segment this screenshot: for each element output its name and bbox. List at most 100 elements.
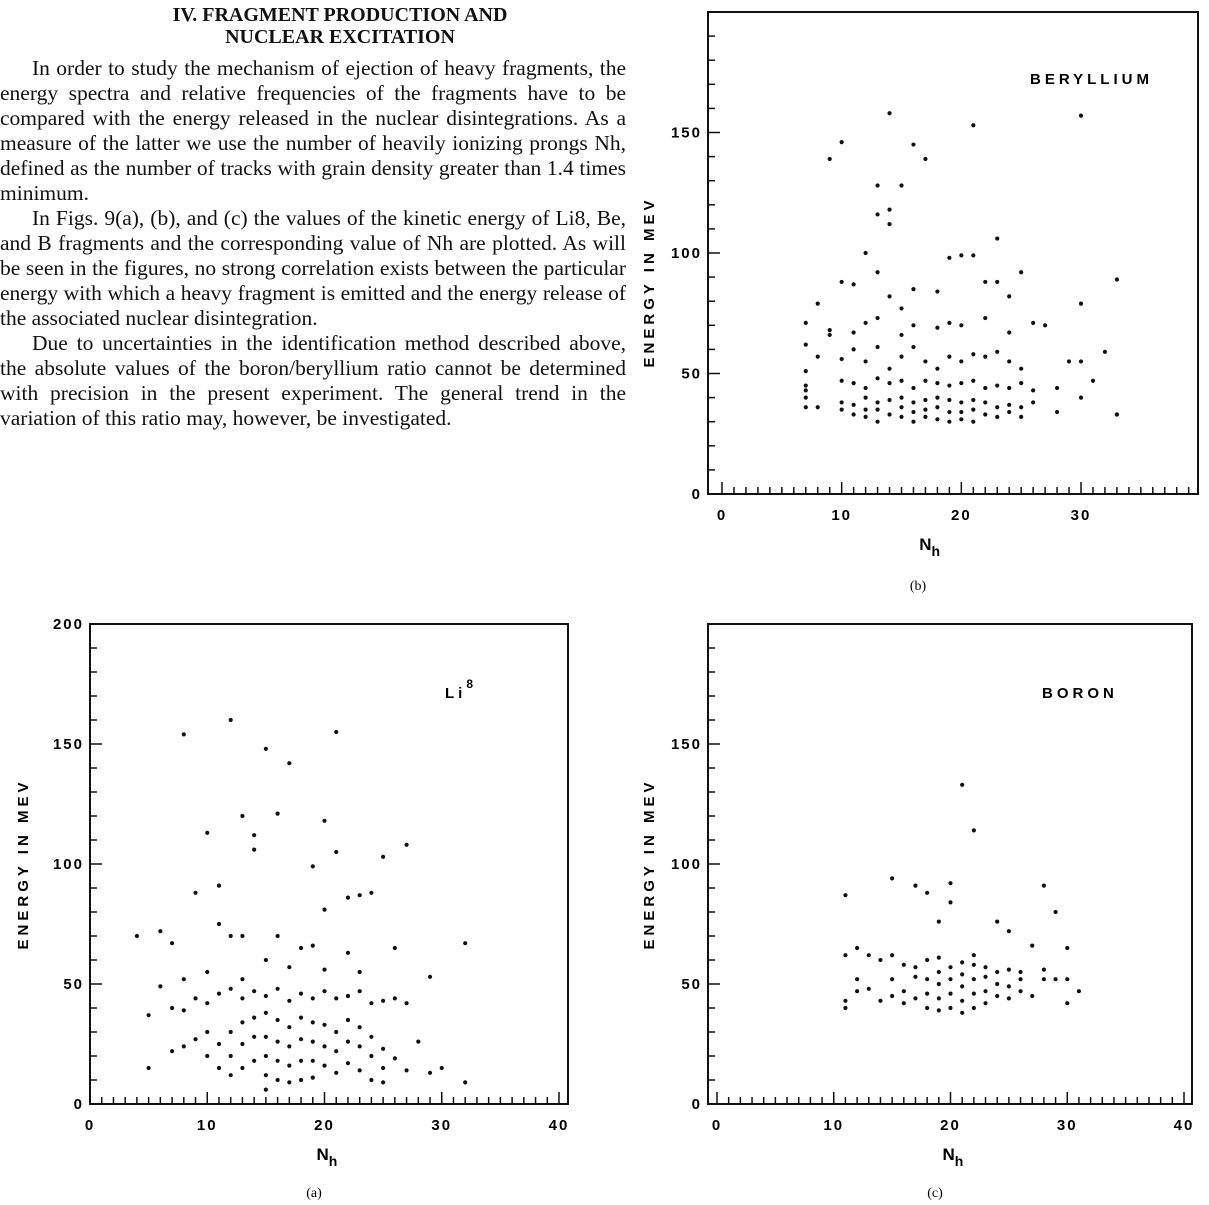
data-point: [935, 395, 940, 400]
data-point: [1065, 945, 1070, 951]
data-point: [345, 993, 351, 999]
data-point: [1065, 977, 1070, 982]
data-point: [427, 974, 433, 979]
data-point: [205, 830, 210, 835]
x-axis-label-subscript: h: [329, 1153, 338, 1169]
data-point: [310, 996, 315, 1001]
data-point: [310, 943, 315, 948]
data-point: [890, 977, 895, 982]
data-point: [310, 1039, 315, 1044]
data-point: [899, 378, 904, 383]
y-tick-label: 200: [53, 616, 84, 633]
data-point: [878, 998, 883, 1003]
data-point: [959, 409, 964, 415]
y-axis-label: ENERGY IN MEV: [641, 779, 658, 950]
data-point: [971, 123, 976, 128]
data-point: [887, 294, 892, 299]
data-point: [369, 890, 374, 895]
data-point: [310, 1075, 315, 1080]
data-point: [1007, 402, 1012, 407]
data-point: [875, 212, 880, 217]
data-point: [971, 407, 976, 412]
data-point: [995, 279, 1000, 285]
y-tick-label: 50: [681, 366, 702, 383]
data-point: [803, 383, 808, 388]
data-point: [803, 320, 808, 325]
data-point: [275, 1017, 280, 1023]
data-point: [890, 876, 895, 881]
data-point: [827, 332, 832, 338]
data-point: [240, 813, 245, 819]
y-tick-label: 50: [681, 976, 702, 993]
data-point: [911, 344, 916, 350]
data-point: [948, 900, 953, 905]
data-point: [983, 412, 988, 417]
data-point: [252, 1034, 257, 1039]
data-point: [863, 385, 868, 391]
y-axis-label: ENERGY IN MEV: [641, 197, 658, 368]
data-point: [381, 998, 386, 1003]
data-point: [1030, 993, 1035, 999]
data-point: [827, 328, 832, 333]
data-point: [959, 323, 964, 328]
data-point: [263, 1073, 268, 1078]
data-point: [839, 356, 844, 362]
data-point: [863, 414, 868, 419]
data-point: [971, 397, 976, 403]
data-point: [345, 1017, 351, 1023]
data-point: [439, 1065, 444, 1071]
data-point: [875, 315, 880, 321]
data-point: [1041, 977, 1046, 982]
y-tick-label: 100: [671, 245, 702, 262]
data-point: [851, 412, 856, 417]
data-point: [875, 400, 880, 405]
data-point: [1006, 967, 1011, 972]
data-point: [310, 864, 315, 869]
data-point: [287, 998, 292, 1003]
data-point: [205, 969, 210, 975]
data-point: [935, 325, 940, 330]
data-point: [887, 111, 892, 116]
data-point: [911, 385, 916, 391]
data-point: [815, 354, 820, 359]
data-point: [875, 183, 880, 188]
data-point: [983, 279, 988, 285]
data-point: [181, 977, 186, 982]
data-point: [205, 1053, 210, 1059]
panel-label: (c): [927, 1186, 943, 1201]
data-point: [887, 412, 892, 417]
data-point: [855, 977, 860, 982]
data-point: [875, 407, 880, 412]
data-point: [947, 354, 952, 359]
data-point: [1041, 967, 1046, 972]
data-point: [983, 974, 988, 979]
chart-title-superscript: 8: [466, 677, 477, 691]
data-point: [1019, 270, 1024, 275]
data-point: [252, 847, 257, 852]
data-point: [947, 409, 952, 415]
data-point: [863, 320, 868, 325]
data-point: [863, 407, 868, 412]
data-point: [839, 400, 844, 405]
data-point: [228, 1073, 233, 1078]
data-point: [960, 984, 965, 989]
data-point: [925, 890, 930, 895]
data-point: [345, 1061, 351, 1066]
data-point: [983, 385, 988, 391]
data-point: [263, 1087, 268, 1092]
data-point: [971, 253, 976, 258]
data-point: [995, 993, 1000, 999]
data-point: [923, 414, 928, 419]
data-point: [263, 993, 268, 999]
data-point: [935, 366, 940, 371]
x-tick-label: 20: [314, 1117, 335, 1134]
data-point: [322, 967, 327, 972]
data-point: [263, 746, 268, 751]
data-point: [948, 1005, 953, 1011]
data-point: [216, 1065, 222, 1071]
data-point: [959, 381, 964, 386]
data-point: [995, 383, 1000, 388]
data-point: [855, 989, 860, 994]
chart-beryllium: 0 10 20 30 0 50 100 150 BERYLLIUM Nh ENERGY IN MEV…: [641, 11, 1199, 594]
data-point: [1053, 977, 1058, 982]
